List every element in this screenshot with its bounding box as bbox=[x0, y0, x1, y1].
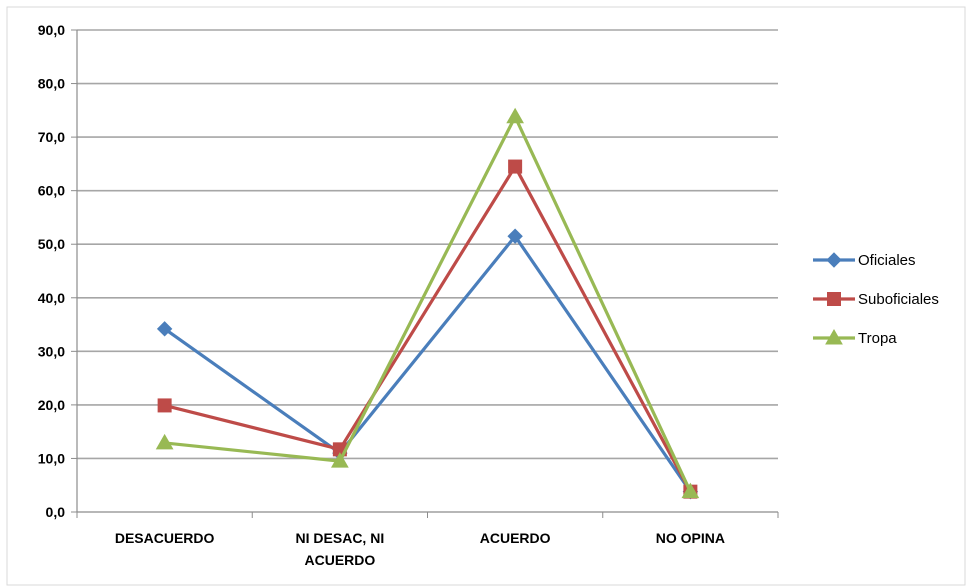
y-tick-label: 70,0 bbox=[38, 129, 65, 145]
y-tick-label: 30,0 bbox=[38, 343, 65, 359]
legend-label: Suboficiales bbox=[858, 291, 939, 308]
data-point bbox=[156, 321, 173, 337]
y-tick-label: 80,0 bbox=[38, 76, 65, 92]
series-line bbox=[163, 234, 692, 493]
series-layer bbox=[155, 107, 700, 500]
legend-label: Oficiales bbox=[858, 252, 916, 269]
x-tick-label: DESACUERDO bbox=[115, 530, 215, 546]
legend-item-suboficiales: Suboficiales bbox=[813, 291, 939, 308]
series-line bbox=[164, 115, 692, 493]
y-tick-label: 0,0 bbox=[46, 504, 66, 520]
chart-frame bbox=[6, 6, 966, 586]
legend-label: Tropa bbox=[858, 330, 897, 347]
data-point bbox=[681, 482, 700, 499]
y-tick-label: 90,0 bbox=[38, 22, 65, 38]
legend-marker bbox=[825, 328, 843, 345]
data-point bbox=[331, 452, 349, 468]
data-point bbox=[506, 107, 524, 124]
axes: 0,0 10,0 20,0 30,0 40,0 50,0 60,0 70,0 80,0 90,0 D… bbox=[38, 22, 779, 568]
legend-item-oficiales: Oficiales bbox=[813, 252, 916, 269]
x-tick-label: ACUERDO bbox=[480, 530, 551, 546]
series-tropa bbox=[155, 107, 700, 499]
data-point bbox=[155, 433, 174, 450]
y-tick-label: 50,0 bbox=[38, 236, 65, 252]
y-tick-label: 40,0 bbox=[38, 290, 65, 306]
data-point bbox=[507, 228, 523, 244]
y-tick-label: 20,0 bbox=[38, 397, 65, 413]
data-point bbox=[508, 159, 523, 174]
data-point bbox=[157, 398, 172, 413]
legend-item-tropa: Tropa bbox=[813, 328, 897, 347]
y-tick-label: 60,0 bbox=[38, 183, 65, 199]
legend: Oficiales Suboficiales Tropa bbox=[813, 252, 939, 347]
y-tick-label: 10,0 bbox=[38, 450, 65, 466]
x-tick-label: NI DESAC, NI ACUERDO bbox=[296, 530, 385, 568]
x-tick-label: NO OPINA bbox=[656, 530, 725, 546]
legend-marker bbox=[826, 252, 842, 268]
legend-marker bbox=[827, 292, 841, 306]
series-line bbox=[164, 164, 692, 493]
